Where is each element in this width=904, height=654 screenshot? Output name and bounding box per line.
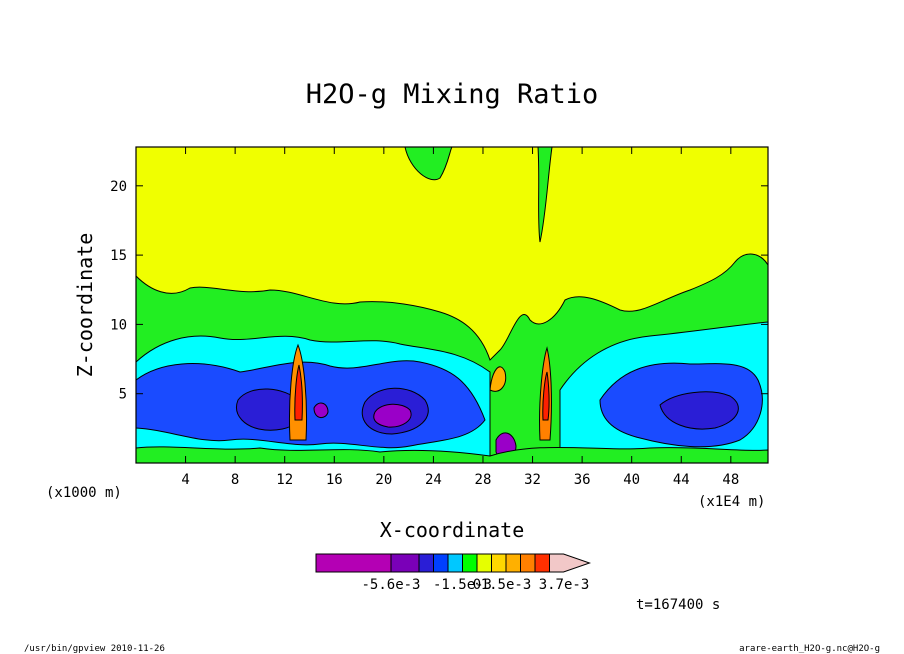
y-tick-label: 5 [119,387,127,403]
x-unit-left: (x1000 m) [46,485,122,501]
x-unit-right: (x1E4 m) [698,494,765,510]
colorbar-label: 3.7e-3 [539,577,590,593]
colorbar-label: 0 [473,577,481,593]
colorbar-arrow [549,553,592,573]
region-green-spike [537,147,553,243]
region-green-surface [136,446,768,463]
chart-title: H2O-g Mixing Ratio [306,79,599,110]
y-tick-label: 15 [110,248,127,264]
x-tick-label: 28 [475,472,492,488]
region-navy-core-3 [659,391,739,430]
region-purple-core-1 [373,403,412,428]
footer-left: /usr/bin/gpview 2010-11-26 [24,644,165,654]
region-plume-center [489,366,507,392]
colorbar-swatch [433,553,449,573]
x-axis-ticks: 4 8 12 16 20 24 28 32 36 40 44 48 [181,147,739,488]
y-axis-ticks: 5 10 15 20 [110,179,768,403]
plot-area [136,147,768,463]
y-tick-label: 20 [110,179,127,195]
x-tick-label: 32 [524,472,541,488]
x-tick-label: 4 [181,472,189,488]
footer-right: arare-earth_H2O-g.nc@H2O-g [739,644,880,654]
region-green-plume [404,147,453,181]
colorbar-swatch [505,553,521,573]
y-tick-label: 10 [110,317,127,333]
colorbar-swatch [418,553,434,573]
plot-frame [135,146,769,464]
x-tick-label: 40 [623,472,640,488]
colorbar-swatch [534,553,550,573]
time-label: t=167400 s [636,597,720,613]
colorbar [315,553,592,573]
region-blue-band [136,360,486,449]
region-purple-core-2 [313,402,329,418]
colorbar-label: 1.5e-3 [481,577,532,593]
colorbar-swatch [520,553,536,573]
x-tick-label: 16 [326,472,343,488]
colorbar-labels: -5.6e-3 -1.5e-30 1.5e-3 3.7e-3 [361,577,589,593]
x-axis-label: X-coordinate [380,518,525,542]
y-axis-label: Z-coordinate [73,233,97,378]
colorbar-swatch [390,553,420,573]
colorbar-swatch [462,553,478,573]
colorbar-swatch [447,553,463,573]
x-tick-label: 36 [574,472,591,488]
colorbar-label: -5.6e-3 [361,577,420,593]
colorbar-swatch [476,553,492,573]
colorbar-label: -1.5e-3 [433,577,492,593]
colorbar-swatch [491,553,507,573]
x-tick-label: 48 [722,472,739,488]
x-tick-label: 12 [276,472,293,488]
colorbar-swatch [315,553,392,573]
x-tick-label: 44 [673,472,690,488]
region-plume-left-core [294,364,303,421]
x-tick-label: 8 [231,472,239,488]
region-plume-right-core [542,371,550,421]
x-tick-label: 20 [375,472,392,488]
x-tick-label: 24 [425,472,442,488]
